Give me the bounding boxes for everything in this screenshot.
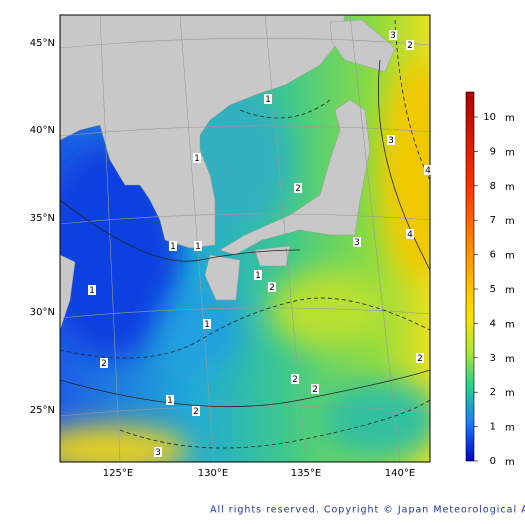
contour-label-box bbox=[154, 447, 162, 457]
contour-label: 2 bbox=[407, 41, 413, 51]
colorbar-label: 1 bbox=[490, 422, 496, 433]
contour-label: 4 bbox=[425, 166, 431, 176]
contour-label-box bbox=[406, 40, 414, 50]
land bbox=[60, 15, 396, 331]
contour-label: 1 bbox=[265, 95, 271, 105]
colorbar-label: 2 bbox=[490, 387, 496, 398]
map-area bbox=[60, 15, 430, 462]
contour-label: 3 bbox=[390, 31, 396, 41]
contour-label-box bbox=[88, 285, 96, 295]
contour-label-box bbox=[387, 135, 395, 145]
contours bbox=[60, 19, 430, 449]
contour-label-box bbox=[389, 30, 397, 40]
longitude-label: 130°E bbox=[198, 468, 228, 479]
contour-label: 2 bbox=[295, 184, 301, 194]
colorbar bbox=[465, 91, 475, 462]
colorbar-unit: m bbox=[505, 354, 515, 365]
latitude-label: 25°N bbox=[30, 405, 55, 416]
contour-label-box bbox=[406, 229, 414, 239]
contour-label-box bbox=[424, 165, 432, 175]
contour-label-box bbox=[194, 241, 202, 251]
contour-label-box bbox=[169, 241, 177, 251]
contour-label-box bbox=[166, 395, 174, 405]
contour-label-box bbox=[268, 282, 276, 292]
contour-label-box bbox=[291, 374, 299, 384]
graticule bbox=[60, 15, 430, 462]
colorbar-label: 5 bbox=[490, 284, 496, 295]
contour-label: 3 bbox=[354, 238, 360, 248]
copyright: All rights reserved. Copyright © Japan M… bbox=[210, 505, 525, 516]
colorbar-label: 7 bbox=[490, 215, 496, 226]
colorbar-label: 9 bbox=[490, 146, 496, 157]
longitude-label: 140°E bbox=[385, 468, 415, 479]
contour-label: 2 bbox=[269, 283, 275, 293]
contour-label-box bbox=[254, 270, 262, 280]
contour-label-box bbox=[416, 353, 424, 363]
colorbar-unit: m bbox=[505, 457, 515, 468]
colorbar-unit: m bbox=[505, 319, 515, 330]
colorbar-unit: m bbox=[505, 147, 515, 158]
contour-label-box bbox=[192, 406, 200, 416]
latitude-label: 40°N bbox=[30, 125, 55, 136]
colorbar-label: 3 bbox=[490, 353, 496, 364]
colorbar-label: 0 bbox=[490, 456, 496, 467]
contour-label: 1 bbox=[255, 271, 261, 281]
contour-label: 4 bbox=[407, 230, 413, 240]
contour-label: 1 bbox=[167, 396, 173, 406]
colorbar-unit: m bbox=[505, 251, 515, 262]
colorbar-unit: m bbox=[505, 216, 515, 227]
contour-label-box bbox=[203, 319, 211, 329]
contour-label: 1 bbox=[204, 320, 210, 330]
contour-label-box bbox=[294, 183, 302, 193]
latitude-label: 35°N bbox=[30, 213, 55, 224]
contour-label-box bbox=[311, 384, 319, 394]
colorbar-label: 10 bbox=[483, 112, 496, 123]
colorbar-label: 6 bbox=[490, 250, 496, 261]
colorbar-label: 8 bbox=[490, 181, 496, 192]
contour-label: 2 bbox=[101, 359, 107, 369]
contour-label: 1 bbox=[89, 286, 95, 296]
colorbar-unit: m bbox=[505, 388, 515, 399]
contour-label: 2 bbox=[193, 407, 199, 417]
contour-label-box bbox=[100, 358, 108, 368]
longitude-label: 135°E bbox=[291, 468, 321, 479]
latitude-label: 45°N bbox=[30, 38, 55, 49]
colorbar-unit: m bbox=[505, 182, 515, 193]
contour-label: 2 bbox=[417, 354, 423, 364]
contour-label-box bbox=[193, 153, 201, 163]
contour-label: 1 bbox=[195, 242, 201, 252]
colorbar-unit: m bbox=[505, 113, 515, 124]
contour-label: 1 bbox=[170, 242, 176, 252]
latitude-label: 30°N bbox=[30, 307, 55, 318]
contour-label: 1 bbox=[194, 154, 200, 164]
contour-label: 3 bbox=[155, 448, 161, 458]
colorbar-unit: m bbox=[505, 285, 515, 296]
contour-label: 2 bbox=[292, 375, 298, 385]
contour-label-box bbox=[353, 237, 361, 247]
contour-label: 3 bbox=[388, 136, 394, 146]
longitude-label: 125°E bbox=[103, 468, 133, 479]
map-frame bbox=[59, 14, 431, 463]
colorbar-unit: m bbox=[505, 423, 515, 434]
contour-label: 2 bbox=[312, 385, 318, 395]
contour-label-box bbox=[264, 94, 272, 104]
colorbar-label: 4 bbox=[490, 318, 496, 329]
